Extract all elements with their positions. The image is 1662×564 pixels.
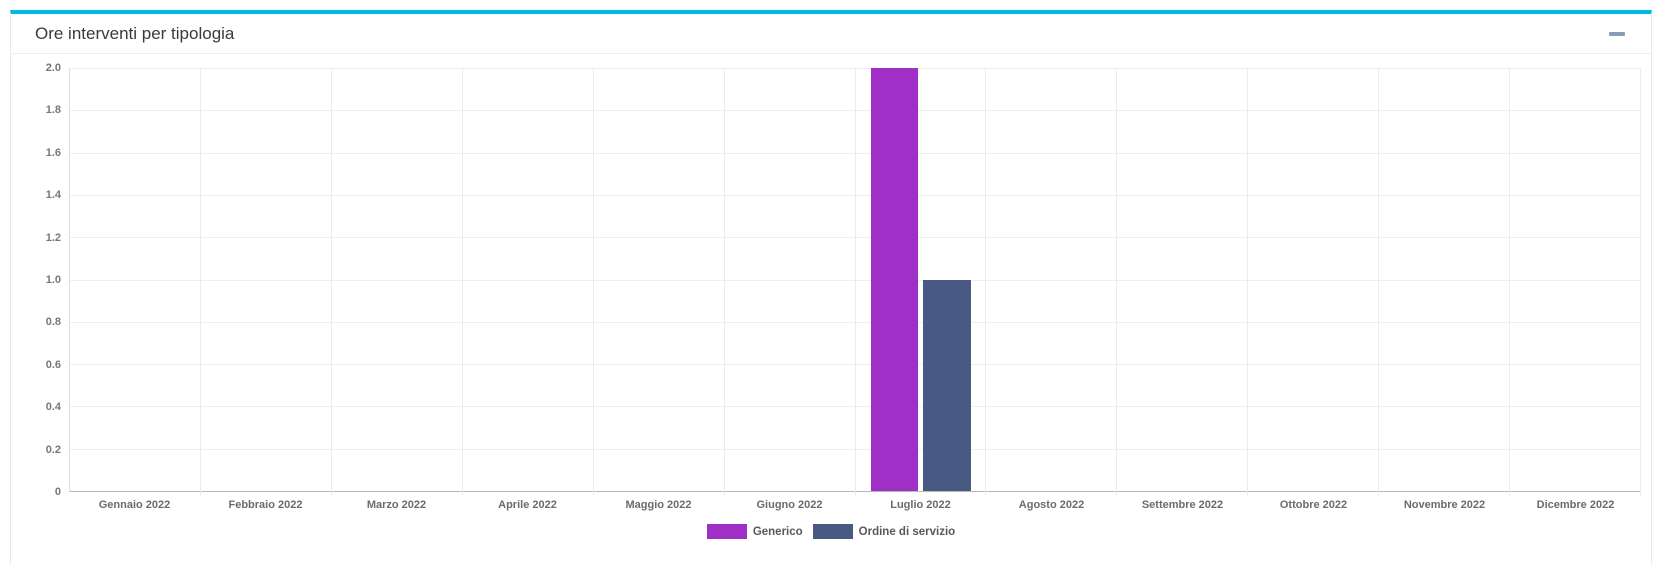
x-tick-label: Aprile 2022 bbox=[498, 499, 557, 511]
legend-item-ordine-di-servizio[interactable]: Ordine di servizio bbox=[812, 524, 956, 539]
chart-legend: Generico Ordine di servizio bbox=[21, 524, 1641, 539]
bar-generico-luglio-2022[interactable] bbox=[871, 68, 919, 491]
chart-panel: Ore interventi per tipologia 2.0 1.8 1.6 1.… bbox=[10, 10, 1652, 564]
legend-label: Generico bbox=[752, 525, 803, 538]
legend-swatch-icon bbox=[706, 524, 747, 539]
y-tick-label: 0.4 bbox=[45, 401, 61, 414]
page-title: Ore interventi per tipologia bbox=[35, 23, 235, 43]
x-tick-label: Marzo 2022 bbox=[366, 499, 427, 511]
y-tick-label: 2.0 bbox=[45, 62, 61, 74]
y-tick-label: 0.2 bbox=[45, 443, 61, 456]
plot-area bbox=[69, 68, 1641, 496]
category-column-agosto-2022 bbox=[986, 68, 1117, 491]
h-gridline bbox=[70, 237, 1641, 239]
v-gridline bbox=[199, 68, 201, 496]
category-column-ottobre-2022 bbox=[1248, 68, 1379, 491]
x-axis-labels: Gennaio 2022 Febbraio 2022 Marzo 2022 April… bbox=[69, 499, 1641, 511]
bar-chart: 2.0 1.8 1.6 1.4 1.2 1.0 0.8 0.6 0.4 0.2 0 Gennaio … bbox=[21, 62, 1641, 539]
x-tick-label: Settembre 2022 bbox=[1141, 499, 1224, 511]
v-gridline bbox=[1116, 68, 1118, 496]
bars-layer bbox=[70, 68, 1641, 491]
category-column-aprile-2022 bbox=[463, 68, 594, 491]
y-tick-label: 1.6 bbox=[45, 146, 61, 159]
h-gridline bbox=[70, 321, 1641, 323]
category-column-dicembre-2022 bbox=[1510, 68, 1641, 491]
y-axis-labels: 2.0 1.8 1.6 1.4 1.2 1.0 0.8 0.6 0.4 0.2 0 bbox=[21, 62, 61, 498]
category-column-febbraio-2022 bbox=[201, 68, 332, 491]
category-column-settembre-2022 bbox=[1117, 68, 1248, 491]
h-gridline bbox=[70, 194, 1641, 196]
category-column-maggio-2022 bbox=[594, 68, 725, 491]
h-gridline bbox=[70, 110, 1641, 112]
x-tick-label: Agosto 2022 bbox=[1018, 499, 1085, 511]
category-column-luglio-2022 bbox=[856, 68, 987, 491]
h-gridline bbox=[70, 406, 1641, 408]
bar-ordine-di-servizio-luglio-2022[interactable] bbox=[923, 279, 971, 491]
v-gridline bbox=[1509, 68, 1511, 496]
y-tick-label: 1.4 bbox=[45, 189, 61, 202]
x-tick-label: Luglio 2022 bbox=[890, 499, 951, 511]
y-tick-label: 0.8 bbox=[45, 316, 61, 329]
x-tick-label: Dicembre 2022 bbox=[1536, 499, 1615, 511]
h-gridline bbox=[70, 279, 1641, 281]
x-tick-label: Gennaio 2022 bbox=[98, 499, 171, 511]
legend-swatch-icon bbox=[812, 524, 853, 539]
v-gridline bbox=[985, 68, 987, 496]
category-column-giugno-2022 bbox=[725, 68, 856, 491]
collapse-panel-button[interactable] bbox=[1607, 26, 1627, 42]
y-tick-label: 0.6 bbox=[45, 358, 61, 371]
v-gridline bbox=[854, 68, 856, 496]
x-tick-label: Giugno 2022 bbox=[756, 499, 823, 511]
h-gridline bbox=[70, 152, 1641, 154]
y-tick-label: 0 bbox=[54, 486, 61, 498]
v-gridline bbox=[592, 68, 594, 496]
v-gridline bbox=[1640, 68, 1641, 496]
legend-label: Ordine di servizio bbox=[858, 525, 956, 538]
v-gridline bbox=[461, 68, 463, 496]
v-gridline bbox=[1247, 68, 1249, 496]
x-tick-label: Ottobre 2022 bbox=[1279, 499, 1348, 511]
h-gridline bbox=[70, 448, 1641, 450]
chart-container: 2.0 1.8 1.6 1.4 1.2 1.0 0.8 0.6 0.4 0.2 0 Gennaio … bbox=[11, 54, 1651, 539]
x-tick-label: Novembre 2022 bbox=[1403, 499, 1486, 511]
h-gridline bbox=[70, 364, 1641, 366]
v-gridline bbox=[330, 68, 332, 496]
legend-item-generico[interactable]: Generico bbox=[706, 524, 803, 539]
v-gridline bbox=[723, 68, 725, 496]
y-tick-label: 1.8 bbox=[45, 104, 61, 117]
minus-icon bbox=[1609, 31, 1625, 36]
category-column-gennaio-2022 bbox=[70, 68, 201, 491]
y-tick-label: 1.2 bbox=[45, 231, 61, 244]
h-gridline bbox=[70, 68, 1641, 69]
x-tick-label: Febbraio 2022 bbox=[228, 499, 303, 511]
category-column-novembre-2022 bbox=[1379, 68, 1510, 491]
v-gridline bbox=[1378, 68, 1380, 496]
y-tick-label: 1.0 bbox=[45, 274, 61, 286]
category-column-marzo-2022 bbox=[332, 68, 463, 491]
x-tick-label: Maggio 2022 bbox=[625, 499, 692, 511]
panel-header: Ore interventi per tipologia bbox=[11, 14, 1651, 54]
